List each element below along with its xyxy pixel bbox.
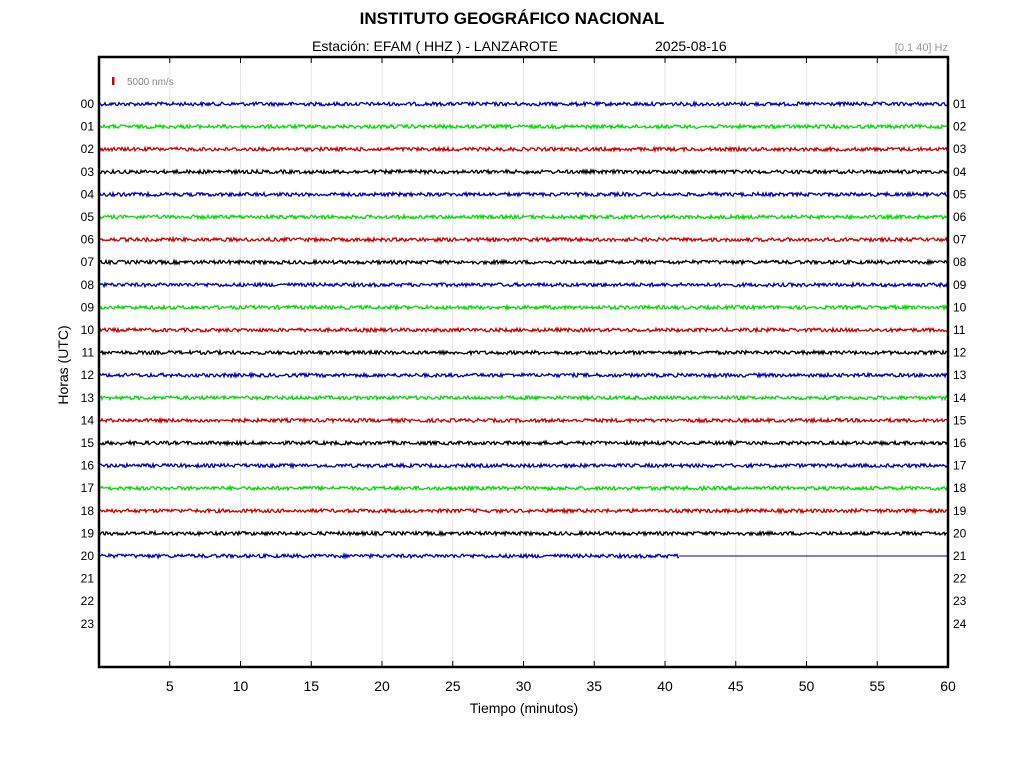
trace-10 — [98, 326, 949, 334]
x-tick-label: 45 — [728, 678, 744, 694]
scale-bar — [112, 77, 115, 85]
y-tick-label-right: 19 — [953, 504, 967, 518]
x-tick-label: 55 — [869, 678, 885, 694]
trace-04 — [98, 190, 949, 199]
trace-05 — [98, 213, 949, 222]
x-tick-label: 5 — [166, 678, 174, 694]
x-tick-label: 10 — [233, 678, 249, 694]
y-tick-label-right: 17 — [953, 459, 967, 473]
y-tick-label-right: 07 — [953, 233, 967, 247]
y-tick-label-left: 15 — [81, 436, 95, 450]
trace-00 — [98, 99, 949, 108]
y-tick-label-left: 13 — [81, 391, 95, 405]
trace-16 — [98, 461, 949, 470]
y-tick-label-right: 18 — [953, 481, 967, 495]
y-tick-label-left: 04 — [81, 187, 95, 201]
trace-17 — [98, 484, 949, 493]
y-tick-label-right: 02 — [953, 120, 967, 134]
x-tick-label: 20 — [374, 678, 390, 694]
y-tick-label-left: 05 — [81, 210, 95, 224]
y-tick-label-right: 05 — [953, 187, 967, 201]
trace-13 — [98, 394, 949, 402]
trace-11 — [98, 348, 949, 357]
y-tick-label-left: 06 — [81, 233, 95, 247]
y-tick-label-left: 02 — [81, 142, 95, 156]
trace-18 — [98, 506, 949, 515]
y-tick-label-right: 20 — [953, 526, 967, 540]
y-tick-label-left: 11 — [82, 346, 95, 360]
trace-03 — [98, 168, 949, 176]
y-tick-label-left: 03 — [81, 165, 95, 179]
y-tick-label-right: 08 — [953, 255, 967, 269]
y-tick-label-left: 17 — [81, 481, 95, 495]
y-tick-label-left: 19 — [81, 526, 95, 540]
y-tick-label-right: 21 — [953, 549, 967, 563]
y-tick-label-right: 03 — [953, 142, 967, 156]
y-tick-label-left: 00 — [81, 97, 95, 111]
x-tick-label: 25 — [445, 678, 461, 694]
y-tick-label-left: 20 — [81, 549, 95, 563]
x-tick-label: 35 — [586, 678, 602, 694]
frequency-band-label: [0.1 40] Hz — [894, 42, 948, 54]
y-tick-label-left: 18 — [81, 504, 95, 518]
scale-label: 5000 nm/s — [127, 77, 174, 88]
date-label: 2025-08-16 — [655, 38, 727, 54]
trace-14 — [98, 416, 949, 425]
trace-20 — [98, 551, 679, 560]
y-tick-label-left: 14 — [81, 413, 95, 427]
y-tick-label-right: 11 — [953, 323, 966, 337]
y-tick-label-left: 01 — [81, 120, 95, 134]
y-tick-label-right: 16 — [953, 436, 967, 450]
x-tick-label: 30 — [516, 678, 532, 694]
y-tick-label-right: 14 — [953, 391, 967, 405]
trace-08 — [98, 280, 949, 289]
y-tick-label-left: 08 — [81, 278, 95, 292]
y-tick-label-right: 12 — [953, 346, 967, 360]
trace-12 — [98, 371, 949, 380]
x-axis-label: Tiempo (minutos) — [469, 700, 579, 716]
y-tick-label-right: 06 — [953, 210, 967, 224]
y-tick-label-right: 01 — [953, 97, 967, 111]
trace-15 — [98, 439, 949, 448]
y-tick-label-right: 04 — [953, 165, 967, 179]
y-tick-label-right: 22 — [953, 572, 967, 586]
x-tick-label: 60 — [940, 678, 956, 694]
y-tick-label-right: 10 — [953, 300, 967, 314]
trace-07 — [98, 258, 949, 267]
y-tick-label-right: 09 — [953, 278, 967, 292]
x-tick-label: 40 — [657, 678, 673, 694]
trace-09 — [98, 303, 949, 312]
y-axis-label: Horas (UTC) — [55, 325, 71, 405]
station-label: Estación: EFAM ( HHZ ) - LANZAROTE — [312, 38, 558, 54]
y-tick-label-left: 22 — [81, 594, 95, 608]
y-tick-label-right: 24 — [953, 617, 967, 631]
x-tick-label: 15 — [303, 678, 319, 694]
y-tick-label-right: 23 — [953, 594, 967, 608]
trace-06 — [98, 235, 949, 244]
y-tick-label-right: 15 — [953, 413, 967, 427]
y-tick-label-right: 13 — [953, 368, 967, 382]
y-tick-label-left: 07 — [81, 255, 95, 269]
y-tick-label-left: 10 — [81, 323, 95, 337]
y-tick-label-left: 23 — [81, 617, 95, 631]
trace-19 — [98, 529, 949, 538]
trace-02 — [98, 145, 949, 154]
trace-01 — [98, 122, 949, 131]
x-tick-label: 50 — [799, 678, 815, 694]
y-tick-label-left: 21 — [81, 572, 95, 586]
y-tick-label-left: 12 — [81, 368, 95, 382]
chart-title: INSTITUTO GEOGRÁFICO NACIONAL — [359, 9, 665, 28]
y-tick-label-left: 09 — [81, 300, 95, 314]
y-tick-label-left: 16 — [81, 459, 95, 473]
